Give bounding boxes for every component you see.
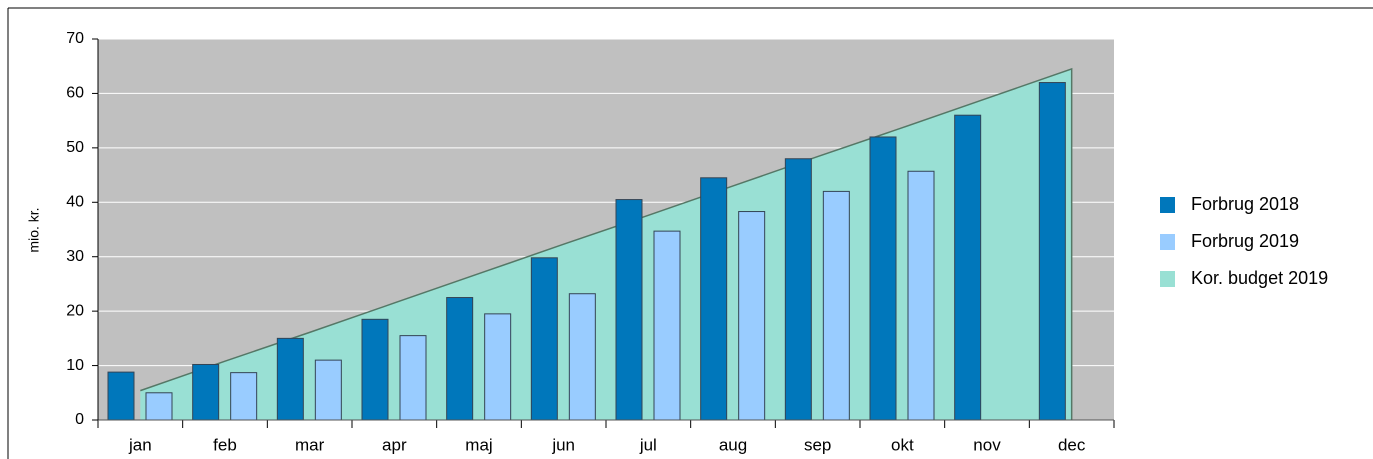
area-line <box>140 67 1073 420</box>
legend-swatch <box>1160 234 1175 250</box>
x-tick-label: jan <box>128 435 152 454</box>
bar <box>653 230 681 421</box>
legend-swatch <box>1160 271 1175 287</box>
y-tick-label: 50 <box>66 139 84 156</box>
y-tick-label: 10 <box>66 357 84 374</box>
legend-swatch <box>1160 197 1175 213</box>
bar <box>784 158 812 421</box>
bar <box>361 318 389 421</box>
bar <box>276 337 304 421</box>
bar <box>107 371 135 421</box>
y-tick-label: 20 <box>66 302 84 319</box>
bar <box>484 313 512 421</box>
x-tick-label: okt <box>891 435 914 454</box>
legend-label: Forbrug 2018 <box>1191 194 1299 214</box>
y-axis-label: mio. kr. <box>26 207 42 252</box>
x-tick-label: maj <box>465 435 492 454</box>
bar <box>399 335 427 421</box>
bar <box>145 392 173 421</box>
bar <box>869 136 897 421</box>
bar <box>568 293 596 421</box>
x-tick-label: nov <box>973 435 1001 454</box>
y-tick-label: 60 <box>66 85 84 102</box>
y-tick-label: 70 <box>66 30 84 47</box>
bar <box>314 359 342 421</box>
y-tick-label: 30 <box>66 248 84 265</box>
x-tick-label: dec <box>1058 435 1086 454</box>
legend-label: Kor. budget 2019 <box>1191 268 1328 288</box>
bar <box>530 257 558 421</box>
x-tick-label: jul <box>639 435 657 454</box>
bar <box>822 190 850 421</box>
y-tick-label: 40 <box>66 194 84 211</box>
x-tick-label: mar <box>295 435 325 454</box>
x-tick-label: jun <box>551 435 575 454</box>
x-tick-label: feb <box>213 435 237 454</box>
bar <box>1038 82 1066 421</box>
bar <box>615 199 643 421</box>
x-tick-label: aug <box>719 435 747 454</box>
bar <box>192 363 220 421</box>
bar <box>907 170 935 421</box>
bar <box>230 372 258 421</box>
legend-label: Forbrug 2019 <box>1191 231 1299 251</box>
bar <box>954 114 982 421</box>
x-tick-label: sep <box>804 435 831 454</box>
bar <box>700 177 728 421</box>
y-tick-label: 0 <box>75 411 84 428</box>
bar <box>446 297 474 421</box>
bar <box>738 211 766 421</box>
x-tick-label: apr <box>382 435 407 454</box>
